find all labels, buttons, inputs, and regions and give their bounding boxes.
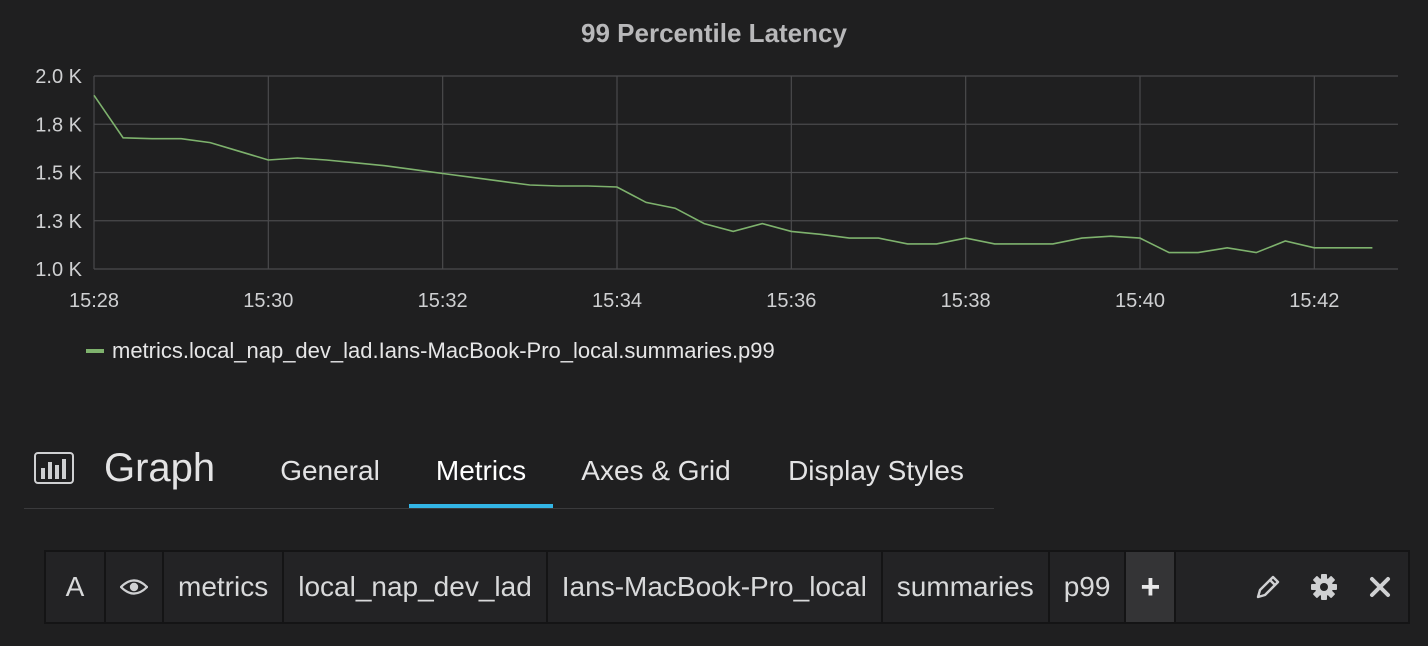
y-tick-label: 1.0 K [35,259,82,281]
legend-color-swatch [86,349,104,353]
panel-type-title: Graph [104,446,216,490]
query-segment-p99[interactable]: p99 [1050,552,1127,622]
query-segment-host-group[interactable]: local_nap_dev_lad [284,552,548,622]
eye-icon [120,579,148,595]
y-tick-label: 1.3 K [35,211,82,233]
bar-chart-icon [34,452,74,484]
latency-chart: 1.0 K 1.3 K 1.5 K 1.8 K 2.0 K 15:28 15:30 15:3… [35,66,1398,312]
tab-metrics[interactable]: Metrics [409,438,553,508]
edit-query-button[interactable] [1240,552,1296,622]
x-tick-label: 15:28 [69,290,119,312]
x-tick-label: 15:34 [592,290,642,312]
x-tick-label: 15:42 [1289,290,1339,312]
y-tick-label: 2.0 K [35,66,82,88]
query-settings-button[interactable] [1296,552,1352,622]
tab-display-styles[interactable]: Display Styles [788,455,964,486]
chart-grid [93,75,1398,270]
series-line-p99[interactable] [93,94,1373,254]
query-segment-summaries[interactable]: summaries [883,552,1050,622]
x-axis-ticks: 15:28 15:30 15:32 15:34 15:36 15:38 15:40 15:42 [69,290,1339,312]
tab-axes-grid[interactable]: Axes & Grid [581,455,731,486]
query-segment-host[interactable]: Ians-MacBook-Pro_local [548,552,883,622]
remove-query-button[interactable] [1352,552,1408,622]
legend[interactable]: metrics.local_nap_dev_lad.Ians-MacBook-P… [86,338,775,364]
x-tick-label: 15:36 [766,290,816,312]
x-tick-label: 15:40 [1115,290,1165,312]
query-segment-metrics[interactable]: metrics [164,552,285,622]
panel-title[interactable]: 99 Percentile Latency [581,18,847,48]
query-row-spacer [1176,552,1240,622]
query-ref-id[interactable]: A [46,552,106,622]
y-tick-label: 1.8 K [35,114,82,136]
series-layer [93,94,1373,254]
x-tick-label: 15:32 [418,290,468,312]
x-tick-label: 15:30 [243,290,293,312]
y-axis-ticks: 1.0 K 1.3 K 1.5 K 1.8 K 2.0 K [35,66,82,281]
y-tick-label: 1.5 K [35,163,82,185]
toggle-visibility-button[interactable] [106,552,164,622]
query-editor-row: A metrics local_nap_dev_lad Ians-MacBook… [44,550,1410,624]
close-icon [1370,577,1390,597]
tab-general[interactable]: General [280,455,380,486]
panel-editor-header: Graph General Metrics Axes & Grid Displa… [24,438,994,509]
legend-series-name[interactable]: metrics.local_nap_dev_lad.Ians-MacBook-P… [112,338,775,363]
x-tick-label: 15:38 [941,290,991,312]
add-segment-button[interactable]: + [1126,552,1177,622]
gear-icon [1311,574,1337,600]
pencil-icon [1256,575,1280,599]
